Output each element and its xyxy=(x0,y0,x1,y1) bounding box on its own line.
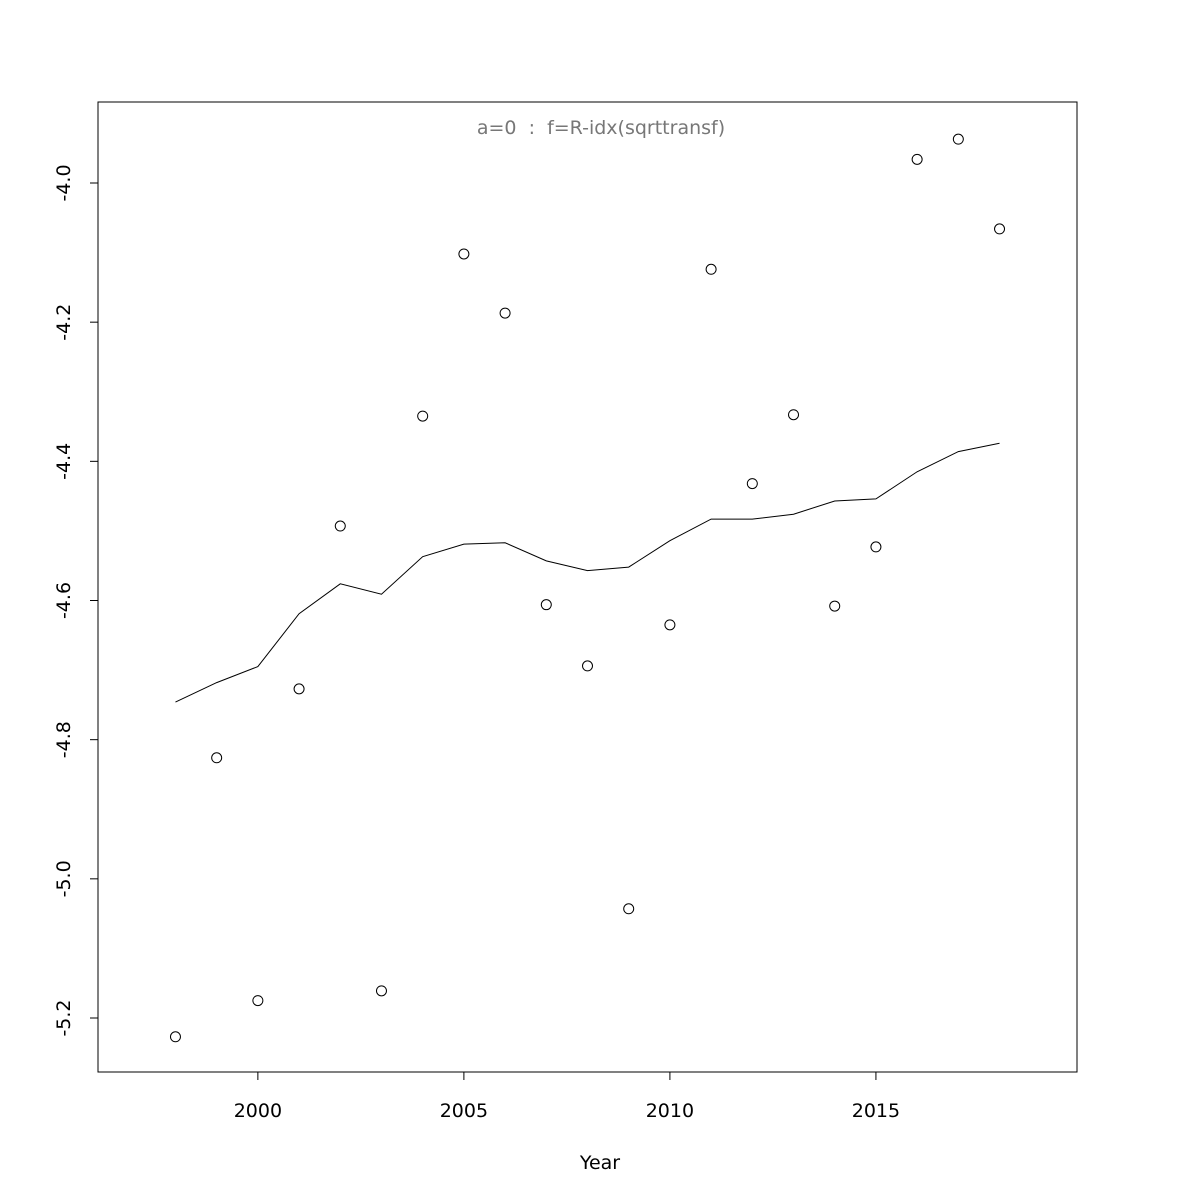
x-tick-label: 2015 xyxy=(852,1100,900,1122)
data-point xyxy=(334,520,346,532)
y-tick-label: -4.6 xyxy=(53,582,75,619)
x-axis-label: Year xyxy=(579,1152,620,1174)
data-point xyxy=(788,409,800,421)
data-point xyxy=(211,752,223,764)
data-point xyxy=(829,600,841,612)
data-point xyxy=(499,307,511,319)
y-tick-label: -4.4 xyxy=(53,443,75,480)
data-point xyxy=(169,1031,181,1043)
x-tick-label: 2010 xyxy=(646,1100,694,1122)
data-point xyxy=(952,133,964,145)
y-tick-label: -5.0 xyxy=(53,860,75,897)
data-point xyxy=(911,153,923,165)
data-point xyxy=(458,248,470,260)
data-point xyxy=(375,985,387,997)
data-point xyxy=(540,599,552,611)
data-point xyxy=(664,619,676,631)
y-tick-label: -5.2 xyxy=(53,999,75,1036)
data-point xyxy=(705,263,717,275)
trend-line xyxy=(175,442,1000,703)
data-point xyxy=(417,410,429,422)
chart-title: a=0 : f=R-idx(sqrttransf) xyxy=(477,117,725,139)
data-point xyxy=(293,683,305,695)
data-point xyxy=(994,223,1006,235)
data-point xyxy=(870,541,882,553)
data-point xyxy=(623,903,635,915)
data-point xyxy=(582,660,593,672)
y-tick-label: -4.2 xyxy=(53,304,75,341)
x-tick-label: 2000 xyxy=(234,1100,282,1122)
y-tick-label: -4.0 xyxy=(53,164,75,201)
data-point xyxy=(746,478,758,490)
y-tick-label: -4.8 xyxy=(53,721,75,758)
plot-frame xyxy=(97,101,1078,1073)
data-point xyxy=(252,995,264,1007)
x-tick-label: 2005 xyxy=(440,1100,488,1122)
